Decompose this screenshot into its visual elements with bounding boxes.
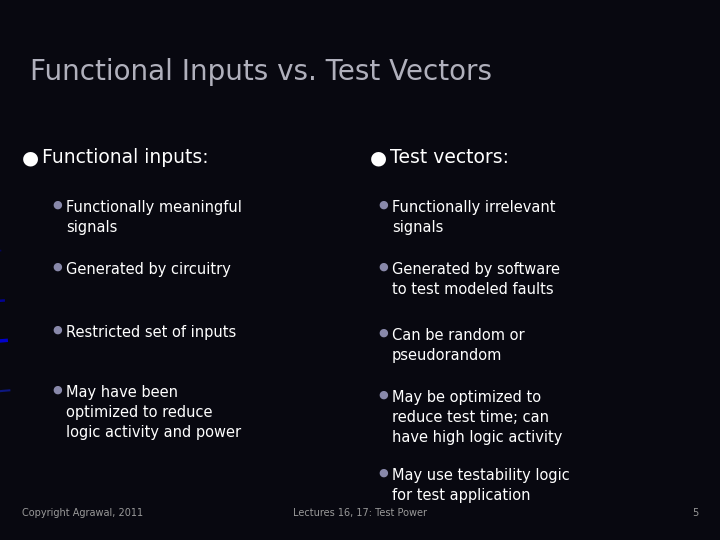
Text: Functionally irrelevant
signals: Functionally irrelevant signals	[392, 200, 556, 235]
Text: Functional Inputs vs. Test Vectors: Functional Inputs vs. Test Vectors	[30, 58, 492, 86]
Text: ●: ●	[52, 325, 62, 335]
Text: 5: 5	[692, 508, 698, 518]
Text: Functionally meaningful
signals: Functionally meaningful signals	[66, 200, 242, 235]
Text: ●: ●	[378, 262, 388, 272]
Text: May be optimized to
reduce test time; can
have high logic activity: May be optimized to reduce test time; ca…	[392, 390, 562, 444]
Text: ●: ●	[52, 385, 62, 395]
Text: Restricted set of inputs: Restricted set of inputs	[66, 325, 236, 340]
Text: Can be random or
pseudorandom: Can be random or pseudorandom	[392, 328, 525, 363]
Text: ●: ●	[378, 390, 388, 400]
Text: Functional inputs:: Functional inputs:	[42, 148, 209, 167]
Text: ●: ●	[52, 262, 62, 272]
Text: May use testability logic
for test application: May use testability logic for test appli…	[392, 468, 570, 503]
Text: ●: ●	[378, 200, 388, 210]
Text: May have been
optimized to reduce
logic activity and power: May have been optimized to reduce logic …	[66, 385, 241, 440]
Text: ●: ●	[22, 148, 39, 167]
Text: ●: ●	[378, 328, 388, 338]
Text: ●: ●	[52, 200, 62, 210]
Text: Copyright Agrawal, 2011: Copyright Agrawal, 2011	[22, 508, 143, 518]
Text: Generated by circuitry: Generated by circuitry	[66, 262, 231, 277]
Text: Test vectors:: Test vectors:	[390, 148, 509, 167]
Text: Generated by software
to test modeled faults: Generated by software to test modeled fa…	[392, 262, 560, 297]
Text: ●: ●	[378, 468, 388, 478]
Text: ●: ●	[370, 148, 387, 167]
Text: Lectures 16, 17: Test Power: Lectures 16, 17: Test Power	[293, 508, 427, 518]
